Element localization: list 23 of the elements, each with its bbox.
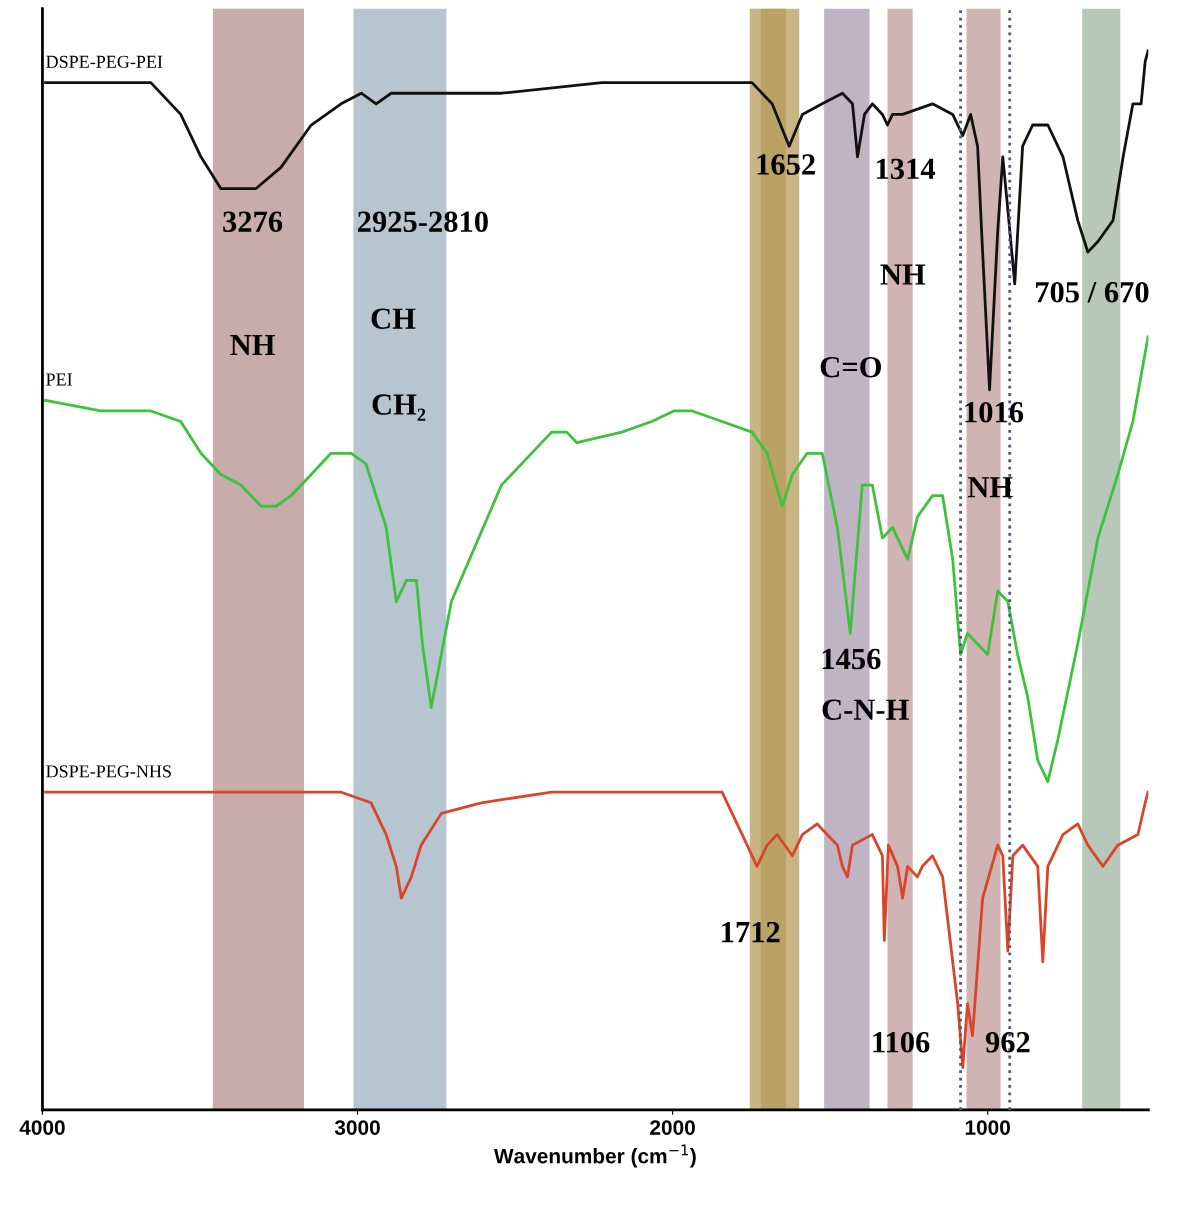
annotation: NH bbox=[880, 264, 926, 285]
x-axis-title: Wavenumber (cm$^{−1}$) bbox=[493, 1144, 696, 1168]
x-tick-label: 3000 bbox=[334, 1120, 380, 1135]
annotation: 1314 bbox=[876, 158, 936, 180]
x-tick-label: 2000 bbox=[650, 1120, 695, 1135]
series-label: DSPE-PEG-PEI bbox=[46, 55, 163, 68]
annotation: C-N-H bbox=[822, 699, 909, 720]
annotation: 2925-2810 bbox=[357, 211, 488, 233]
annotation: C=O bbox=[820, 356, 881, 378]
annotation: NH bbox=[967, 477, 1013, 498]
annotation: 705 / 670 bbox=[1035, 281, 1149, 303]
annotation: 3276 bbox=[223, 211, 283, 233]
annotation: 962 bbox=[985, 1032, 1030, 1053]
x-tick-label: 1000 bbox=[965, 1120, 1010, 1135]
annotation: 1106 bbox=[873, 1031, 930, 1053]
annotation: CH₂ bbox=[372, 394, 426, 421]
annotation: NH bbox=[230, 335, 275, 356]
series-label: DSPE-PEG-NHS bbox=[46, 765, 171, 778]
annotation: CH bbox=[371, 308, 416, 329]
annotation: 1016 bbox=[965, 401, 1024, 423]
annotation: 1456 bbox=[822, 648, 881, 670]
series-label: PEI bbox=[46, 373, 73, 386]
x-tick-label: 4000 bbox=[19, 1120, 65, 1135]
